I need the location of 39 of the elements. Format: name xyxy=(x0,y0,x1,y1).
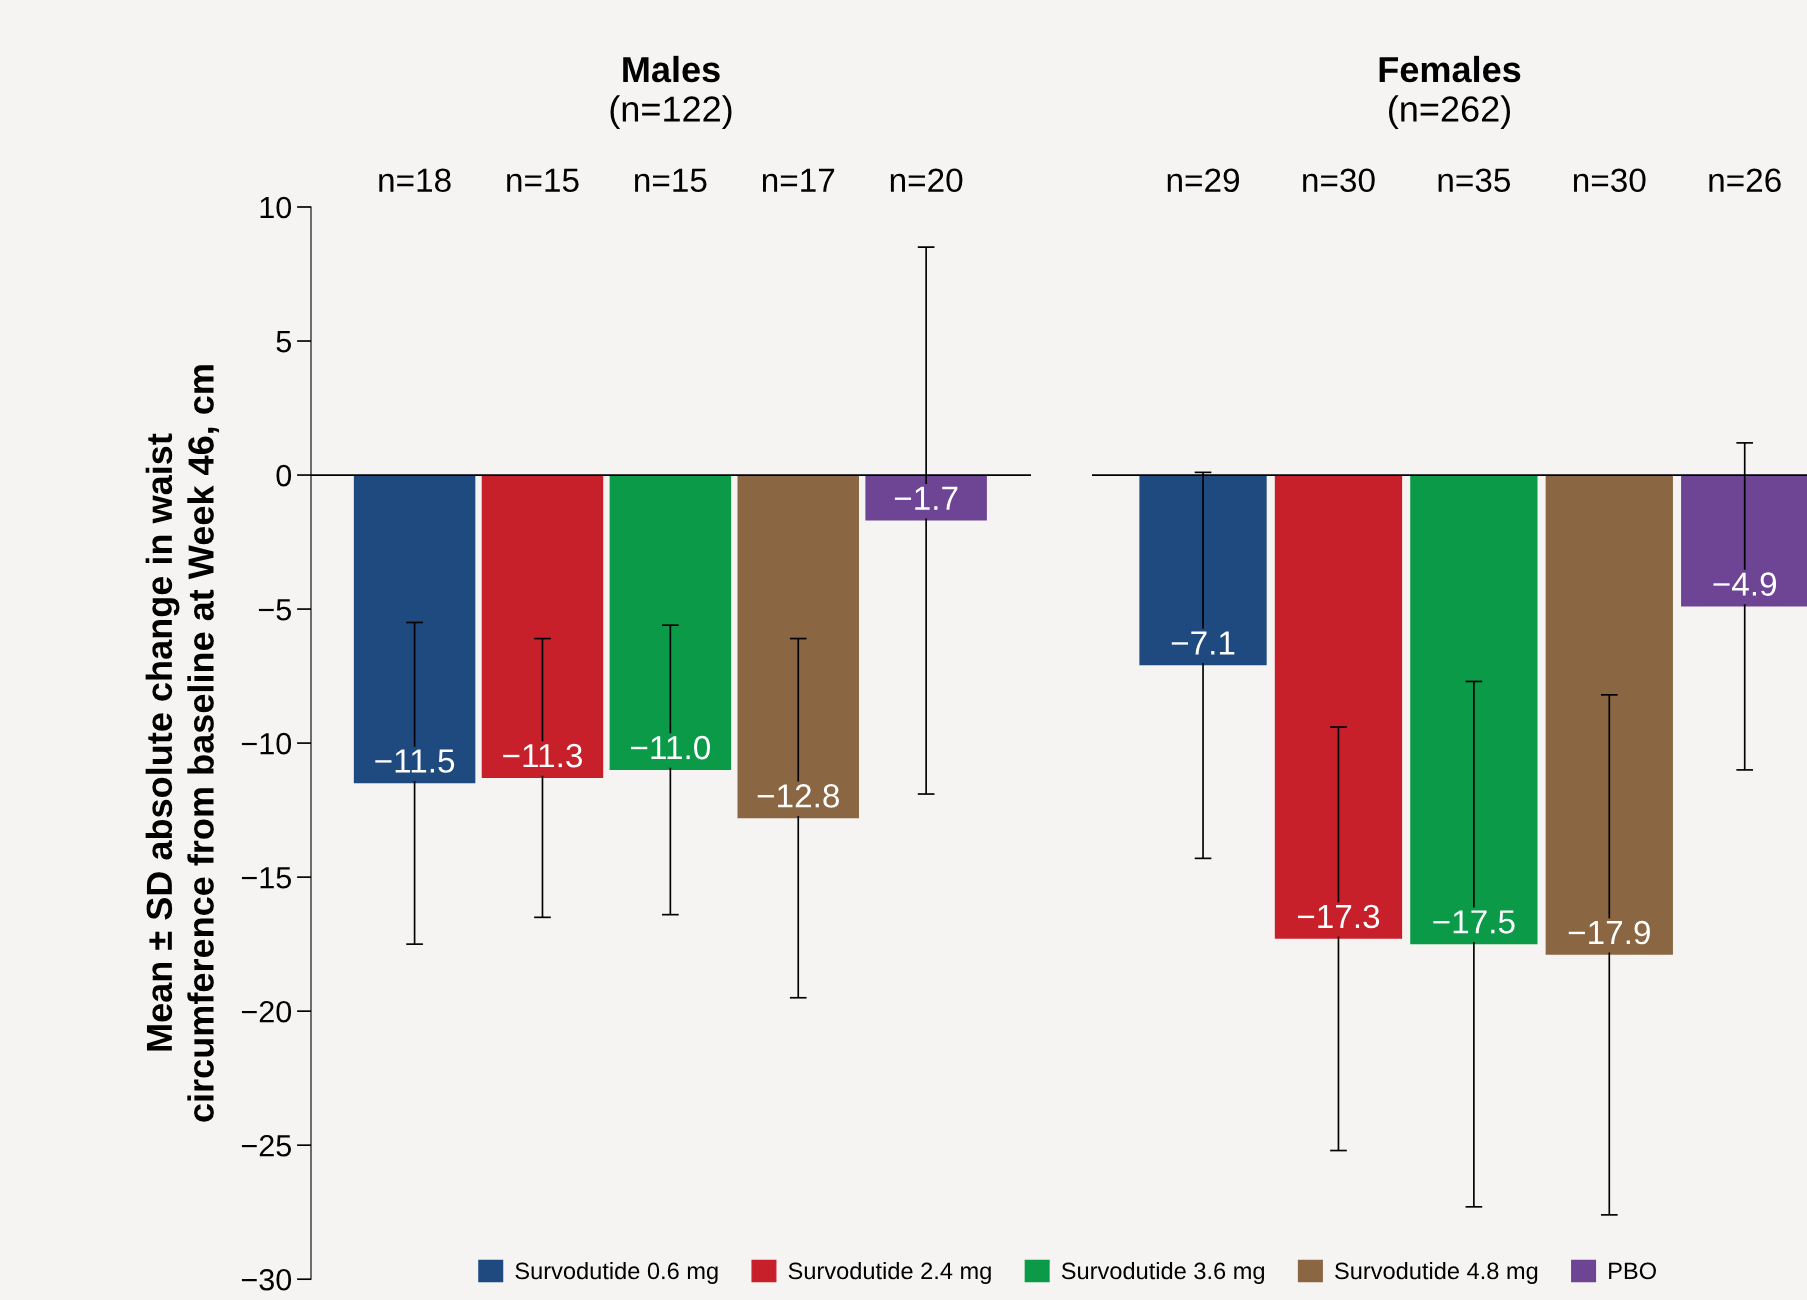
data-label: −11.3 xyxy=(503,743,582,768)
data-label: −11.5 xyxy=(375,749,455,773)
y-tick-label: 5 xyxy=(276,331,291,353)
category-label: n=18 xyxy=(379,168,451,193)
category-label: n=26 xyxy=(1709,168,1781,193)
y-tick-label: −25 xyxy=(241,1134,291,1157)
category-label: n=35 xyxy=(1438,168,1511,193)
data-label: −7.1 xyxy=(1171,631,1235,655)
category-label: n=30 xyxy=(1573,168,1646,193)
chart-title: Females xyxy=(1379,55,1521,83)
y-tick-label: 10 xyxy=(260,196,292,219)
category-label: n=20 xyxy=(890,168,963,193)
category-label: n=15 xyxy=(635,168,707,193)
y-tick-label: −30 xyxy=(241,1268,292,1291)
category-label: n=30 xyxy=(1303,168,1375,193)
legend-label: Survodutide 0.6 mg xyxy=(515,1261,718,1284)
data-label: −1.7 xyxy=(894,486,958,510)
chart-subtitle: (n=122) xyxy=(610,95,732,129)
chart-title: Males xyxy=(623,55,720,83)
data-label: −12.8 xyxy=(757,784,839,808)
legend-label: Survodutide 3.6 mg xyxy=(1061,1261,1265,1284)
category-label: n=15 xyxy=(507,168,579,193)
legend-label: Survodutide 4.8 mg xyxy=(1335,1261,1538,1284)
y-tick-label: −20 xyxy=(241,1000,292,1023)
y-tick-label: −15 xyxy=(241,867,291,889)
category-label: n=17 xyxy=(762,168,835,192)
data-label: −4.9 xyxy=(1713,572,1777,596)
data-label: −17.9 xyxy=(1568,920,1650,945)
y-axis-title: Mean ± SD absolute change in waist circumference from baseline at Week 46, cm xyxy=(145,365,220,1122)
legend-label: PBO xyxy=(1609,1262,1656,1280)
y-tick-label: −5 xyxy=(258,599,291,621)
data-label: −17.5 xyxy=(1433,910,1515,934)
y-tick-label: −10 xyxy=(241,732,292,755)
data-label: −11.0 xyxy=(631,735,710,760)
category-label: n=29 xyxy=(1167,168,1239,193)
data-label: −17.3 xyxy=(1297,904,1380,929)
legend-label: Survodutide 2.4 mg xyxy=(788,1261,991,1284)
chart-subtitle: (n=262) xyxy=(1389,95,1510,129)
y-tick-label: 0 xyxy=(276,464,292,487)
